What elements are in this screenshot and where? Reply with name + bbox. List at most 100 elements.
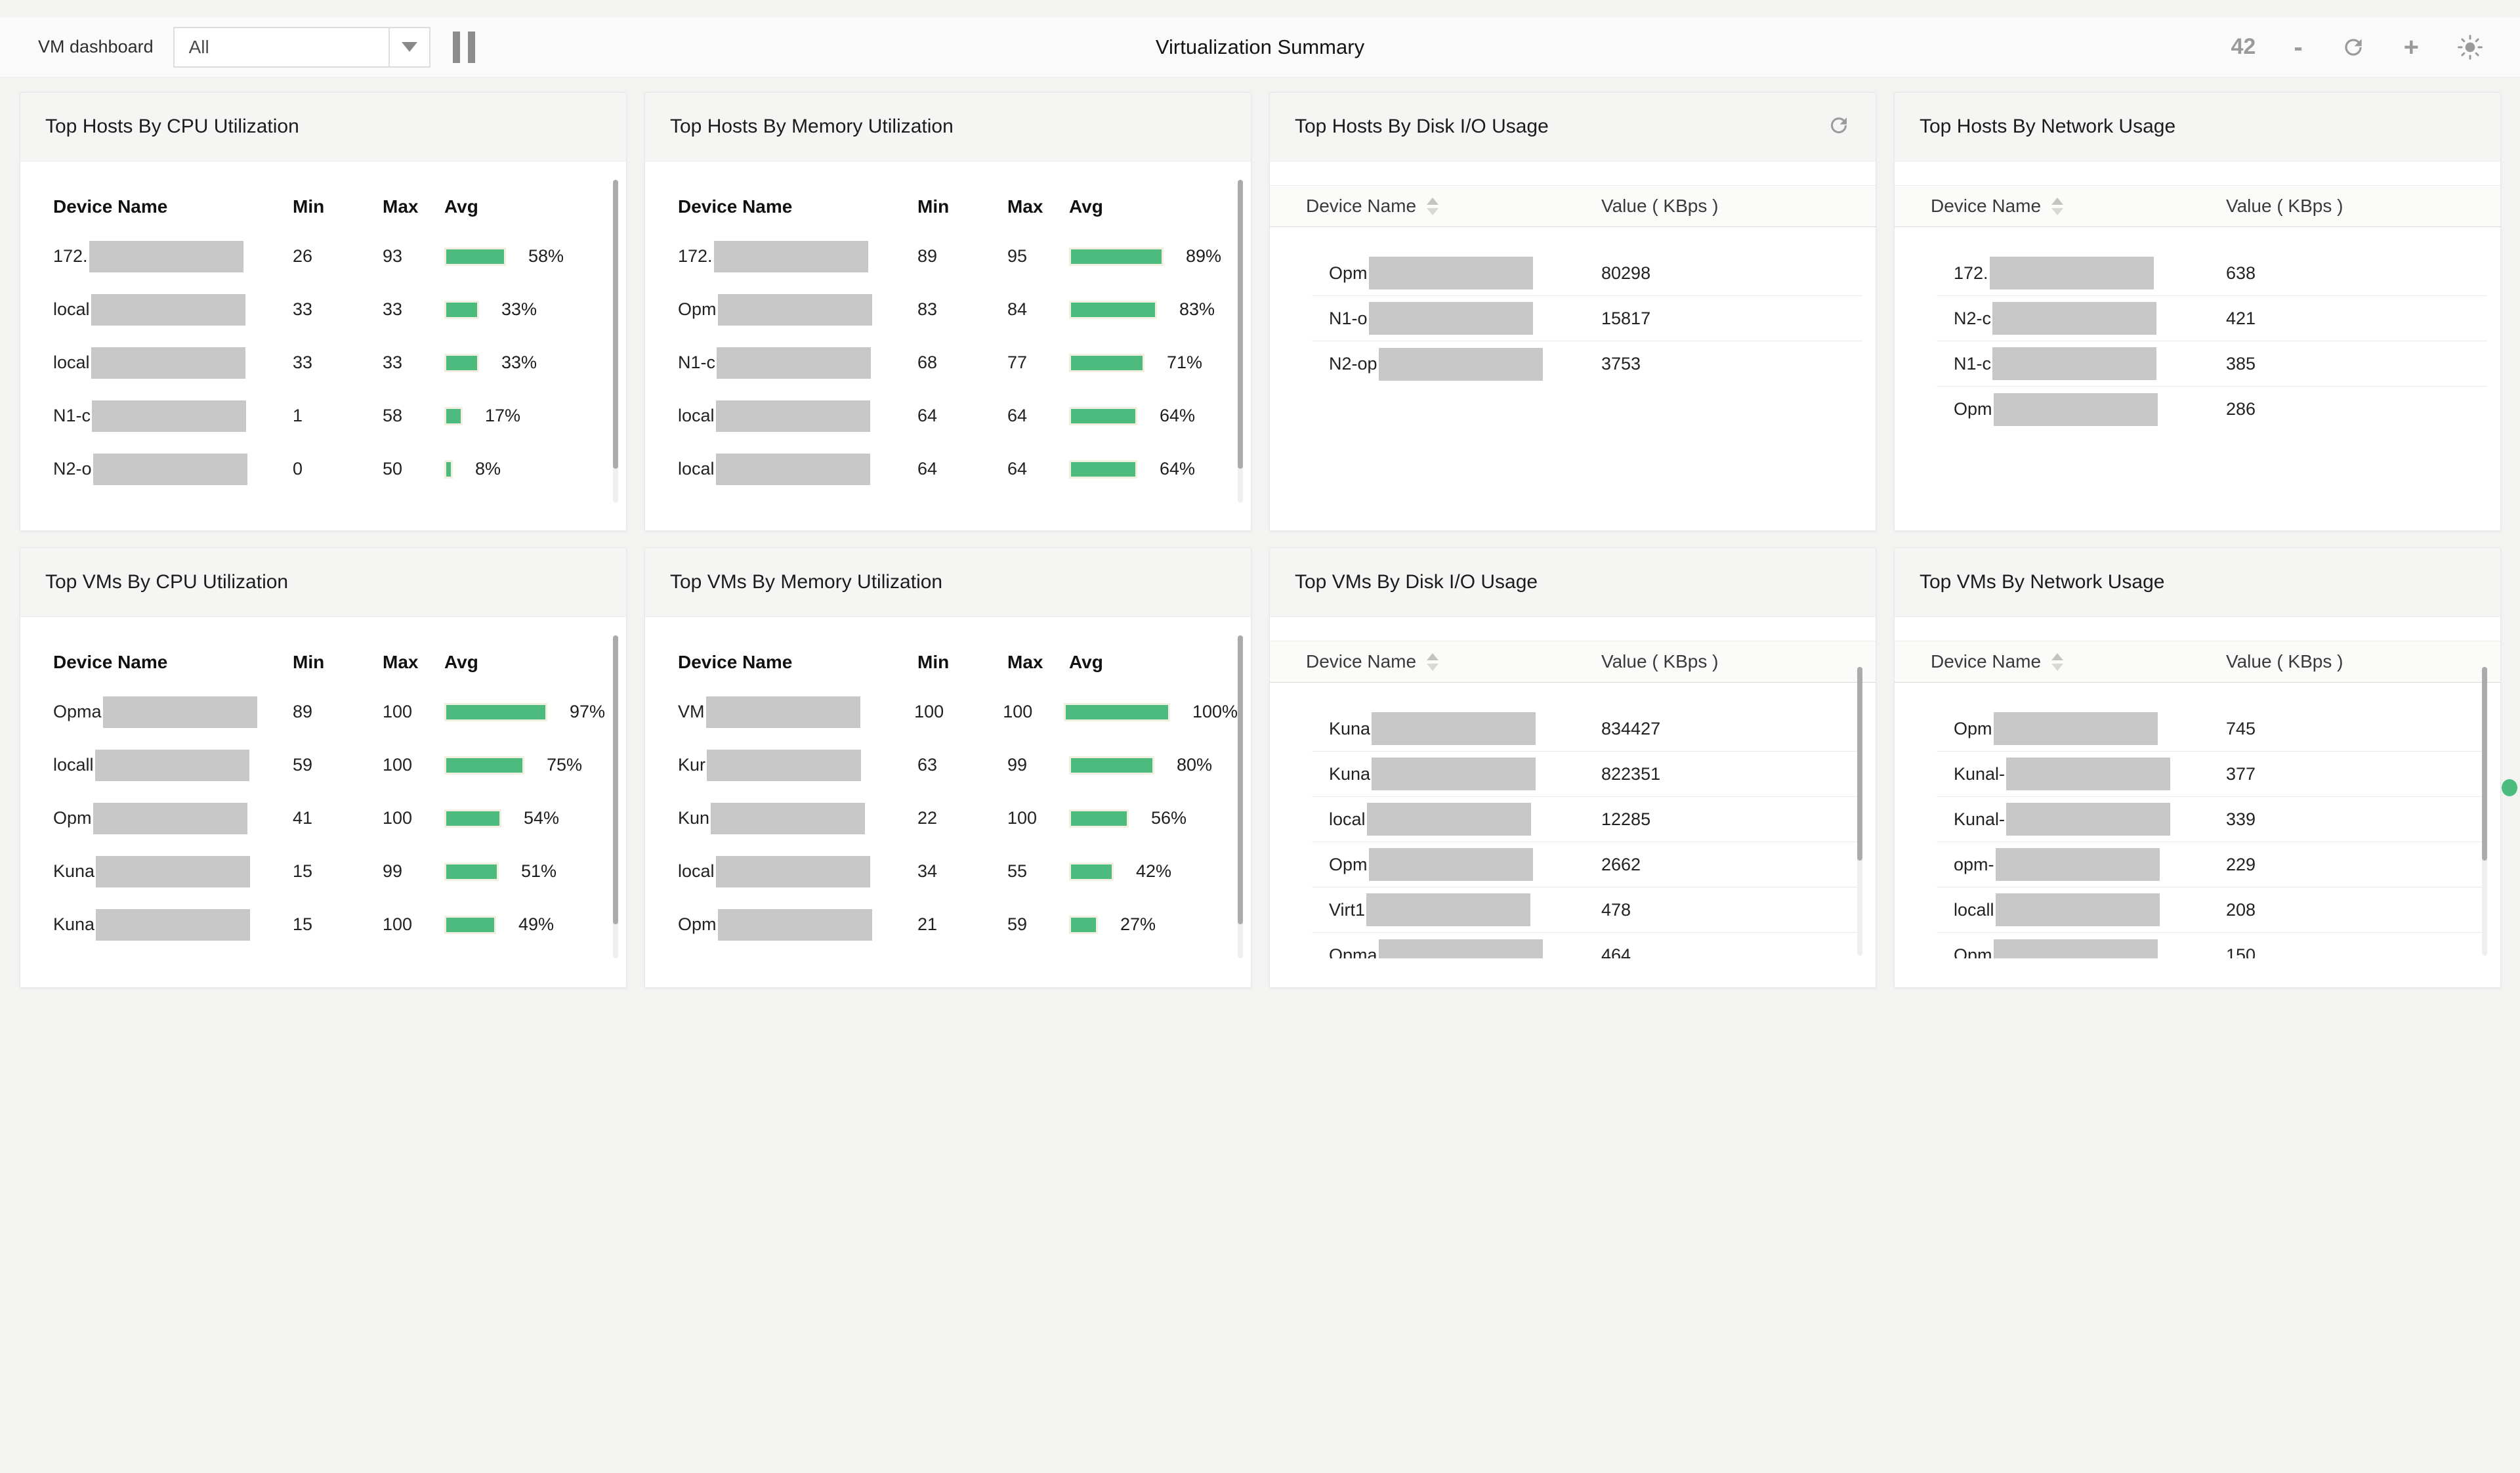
min-value: 64 — [917, 406, 938, 425]
col-device-name-sortable[interactable]: Device Name — [1306, 651, 1601, 672]
device-name-prefix: Kuna — [1329, 718, 1371, 738]
table-row: Opm 745 — [1937, 706, 2487, 752]
panel-header: Top Hosts By CPU Utilization — [20, 93, 626, 161]
table-row: N2-o 0 50 8% — [53, 442, 613, 496]
device-name-redacted — [705, 696, 860, 728]
panel-refresh-icon[interactable] — [1827, 114, 1851, 140]
v-table-header: Device Name Value ( KBps ) — [1270, 185, 1876, 227]
avg-percent-label: 27% — [1120, 914, 1156, 934]
device-name-cell[interactable]: Kuna — [53, 855, 293, 887]
zoom-out-button[interactable]: - — [2294, 32, 2303, 62]
avg-bar — [1069, 459, 1137, 479]
panel-scrollbar[interactable] — [613, 635, 618, 958]
brightness-button[interactable] — [2457, 34, 2483, 60]
device-name-cell[interactable]: local — [53, 347, 293, 379]
avg-bar — [444, 915, 496, 934]
max-value: 100 — [1003, 702, 1033, 721]
device-name-cell[interactable]: 172. — [678, 240, 917, 272]
device-name-cell[interactable]: Opm — [1329, 848, 1601, 881]
device-name-cell[interactable]: local — [1329, 803, 1601, 836]
device-name-redacted — [1378, 347, 1543, 381]
device-name-cell[interactable]: Virt1 — [1329, 893, 1601, 926]
device-name-cell[interactable]: Kur — [678, 749, 917, 781]
scrollbar-thumb[interactable] — [1238, 635, 1243, 924]
device-name-cell[interactable]: Kunal- — [1954, 803, 2226, 836]
device-name-cell[interactable]: N1-c — [53, 400, 293, 432]
col-device-name: Device Name — [678, 196, 793, 217]
col-device-name-label: Device Name — [1931, 196, 2042, 216]
device-name-cell[interactable]: local — [678, 855, 917, 887]
device-name-cell[interactable]: Kuna — [1329, 758, 1601, 790]
device-name-prefix: Opm — [1329, 854, 1368, 874]
col-device-name-sortable[interactable]: Device Name — [1931, 196, 2226, 217]
table-row: Kuna 822351 — [1312, 752, 1862, 797]
table-row: N2-c 421 — [1937, 296, 2487, 341]
device-name-cell[interactable]: opm- — [1954, 848, 2226, 881]
device-name-cell[interactable]: local — [678, 453, 917, 485]
max-value: 64 — [1007, 406, 1028, 425]
device-name-cell[interactable]: Kun — [678, 802, 917, 834]
avg-bar — [444, 406, 463, 425]
device-name-prefix: N1-c — [1954, 353, 1992, 374]
col-value-kbps: Value ( KBps ) — [1601, 196, 1719, 216]
col-device-name-sortable[interactable]: Device Name — [1931, 651, 2226, 672]
avg-percent-label: 64% — [1160, 459, 1196, 479]
device-name-cell[interactable]: locall — [53, 749, 293, 781]
device-name-redacted — [96, 908, 251, 941]
device-name-cell[interactable]: Opm — [1954, 712, 2226, 745]
device-name-redacted — [1368, 257, 1533, 289]
device-name-cell[interactable]: Kuna — [53, 908, 293, 941]
device-name-cell[interactable]: N2-o — [53, 453, 293, 485]
device-name-cell[interactable]: local — [678, 400, 917, 432]
table-row: Kunal- 339 — [1937, 797, 2487, 842]
scrollbar-thumb[interactable] — [1238, 180, 1243, 469]
device-name-cell[interactable]: Kunal- — [1954, 758, 2226, 790]
device-name-cell[interactable]: N2-op — [1329, 347, 1601, 381]
device-name-cell[interactable]: locall — [1954, 893, 2226, 926]
scrollbar-thumb[interactable] — [2482, 667, 2487, 861]
device-name-cell[interactable]: Kuna — [1329, 712, 1601, 745]
device-name-cell[interactable]: 172. — [1954, 257, 2226, 289]
device-name-cell[interactable]: Opm — [1954, 939, 2226, 958]
col-avg: Avg — [1069, 196, 1103, 217]
panel-scrollbar[interactable] — [1238, 180, 1243, 503]
panel-scrollbar[interactable] — [1238, 635, 1243, 958]
device-name-cell[interactable]: N1-c — [1954, 347, 2226, 380]
avg-bar — [444, 353, 479, 372]
max-value: 100 — [383, 914, 413, 934]
refresh-button[interactable] — [2341, 35, 2366, 60]
device-name-redacted — [92, 400, 247, 432]
notification-dot[interactable] — [2502, 779, 2517, 796]
device-name-cell[interactable]: 172. — [53, 240, 293, 272]
u-table-header: Device Name Min Max Avg — [53, 161, 613, 219]
panel-title: Top Hosts By Network Usage — [1920, 116, 2176, 137]
panel-scrollbar[interactable] — [2482, 667, 2487, 956]
device-name-cell[interactable]: N2-c — [1954, 302, 2226, 335]
device-name-cell[interactable]: Opma — [1329, 939, 1601, 958]
zoom-in-button[interactable]: + — [2403, 32, 2419, 62]
device-name-prefix: opm- — [1954, 854, 1994, 874]
dashboard-filter-select[interactable]: All — [173, 26, 430, 68]
device-name-cell[interactable]: Opm — [678, 908, 917, 941]
device-name-cell[interactable]: local — [53, 293, 293, 326]
col-device-name-sortable[interactable]: Device Name — [1306, 196, 1601, 217]
scrollbar-thumb[interactable] — [613, 180, 618, 469]
device-name-cell[interactable]: VM — [678, 696, 914, 728]
pause-slideshow-button[interactable] — [452, 31, 475, 63]
avg-bar — [444, 459, 453, 479]
scrollbar-thumb[interactable] — [1857, 667, 1862, 861]
caret-box[interactable] — [388, 28, 429, 66]
scrollbar-thumb[interactable] — [613, 635, 618, 924]
device-name-cell[interactable]: Opm — [1954, 393, 2226, 426]
table-row: Opm 80298 — [1312, 251, 1862, 296]
device-name-cell[interactable]: N1-o — [1329, 302, 1601, 335]
device-name-cell[interactable]: Opm — [1329, 257, 1601, 289]
panel-scrollbar[interactable] — [613, 180, 618, 503]
table-row: 172. 89 95 89% — [678, 230, 1238, 283]
device-name-cell[interactable]: Opma — [53, 696, 293, 728]
device-name-cell[interactable]: N1-c — [678, 347, 917, 379]
max-value: 64 — [1007, 459, 1028, 479]
device-name-cell[interactable]: Opm — [53, 802, 293, 834]
panel-scrollbar[interactable] — [1857, 667, 1862, 956]
device-name-cell[interactable]: Opm — [678, 293, 917, 326]
